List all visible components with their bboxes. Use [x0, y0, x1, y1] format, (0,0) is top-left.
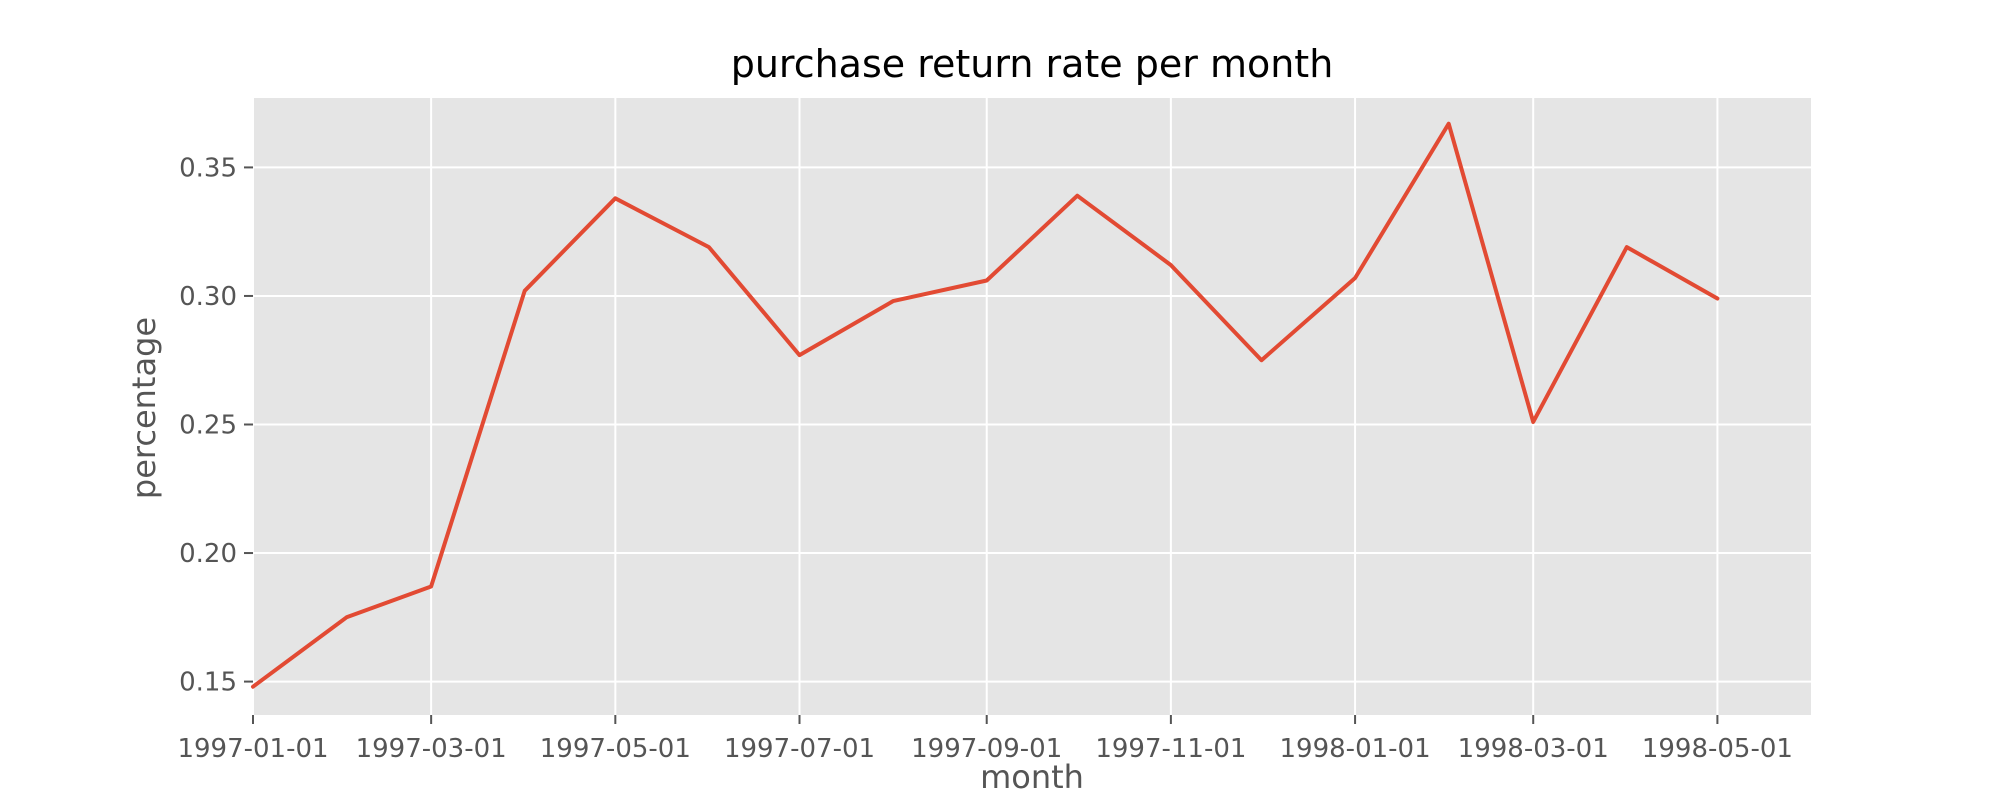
chart-title: purchase return rate per month	[731, 42, 1334, 86]
x-tick-label: 1997-07-01	[724, 734, 875, 764]
y-tick-label: 0.15	[179, 668, 237, 698]
x-tick-label: 1998-01-01	[1280, 734, 1431, 764]
x-tick-label: 1997-03-01	[356, 734, 507, 764]
x-tick-label: 1998-03-01	[1458, 734, 1609, 764]
y-tick-label: 0.30	[179, 282, 237, 312]
y-tick-label: 0.20	[179, 539, 237, 569]
x-tick-label: 1998-05-01	[1642, 734, 1793, 764]
y-axis: 0.15 0.20 0.25 0.30 0.35	[179, 153, 253, 698]
series-line	[251, 121, 1720, 689]
x-axis: 1997-01-01 1997-03-01 1997-05-01 1997-07-01…	[177, 715, 1793, 764]
plot-area	[253, 98, 1811, 715]
x-tick-label: 1997-09-01	[911, 734, 1062, 764]
series-group	[251, 121, 1720, 689]
x-tick-label: 1997-01-01	[177, 734, 328, 764]
x-axis-label: month	[980, 758, 1084, 796]
y-axis-label: percentage	[125, 317, 163, 499]
x-tick-label: 1997-11-01	[1095, 734, 1246, 764]
y-tick-label: 0.25	[179, 410, 237, 440]
x-tick-label: 1997-05-01	[540, 734, 691, 764]
y-tick-label: 0.35	[179, 153, 237, 183]
